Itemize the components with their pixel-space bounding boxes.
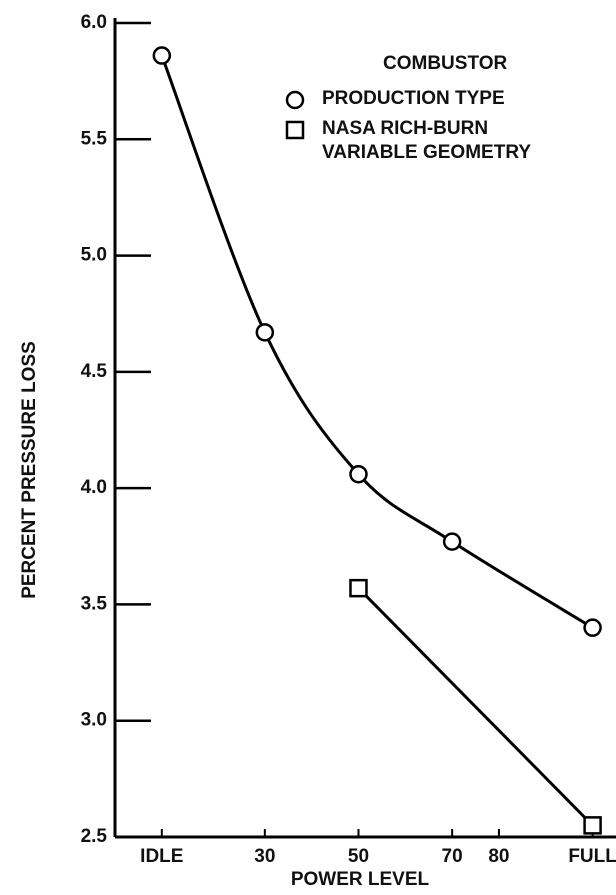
- y-tick-label: 5.5: [81, 128, 108, 149]
- data-point: [255, 323, 275, 342]
- y-tick-label: 3.0: [81, 710, 107, 731]
- legend-title: COMBUSTOR: [383, 53, 508, 74]
- series-line: [357, 587, 594, 827]
- legend-marker: [285, 90, 305, 110]
- x-tick-label: 80: [488, 846, 509, 867]
- x-tick-label: 50: [348, 846, 369, 867]
- x-tick-label: IDLE: [140, 846, 183, 867]
- data-point: [349, 464, 368, 484]
- y-tick-label: 6.0: [81, 12, 107, 33]
- y-tick-label: 4.5: [81, 361, 108, 382]
- y-tick-label: 5.0: [81, 245, 107, 266]
- data-point: [152, 46, 172, 65]
- y-tick-label: 2.5: [81, 826, 108, 847]
- y-tick-label: 3.5: [81, 593, 108, 614]
- y-axis-label: PERCENT PRESSURE LOSS: [19, 341, 40, 599]
- data-point: [583, 618, 602, 637]
- data-point: [442, 532, 462, 551]
- x-axis-label: POWER LEVEL: [291, 869, 430, 890]
- series-line: [160, 55, 594, 629]
- legend-label: NASA RICH-BURN VARIABLE GEOMETRY: [322, 118, 532, 163]
- legend-marker: [285, 120, 305, 140]
- x-tick-label: FULL: [568, 846, 616, 867]
- x-tick-label: 70: [442, 846, 463, 867]
- data-point: [349, 578, 368, 598]
- x-tick-label: 30: [254, 846, 275, 867]
- y-tick-label: 4.0: [81, 477, 107, 498]
- legend-label: PRODUCTION TYPE: [322, 88, 505, 109]
- data-point: [583, 816, 602, 835]
